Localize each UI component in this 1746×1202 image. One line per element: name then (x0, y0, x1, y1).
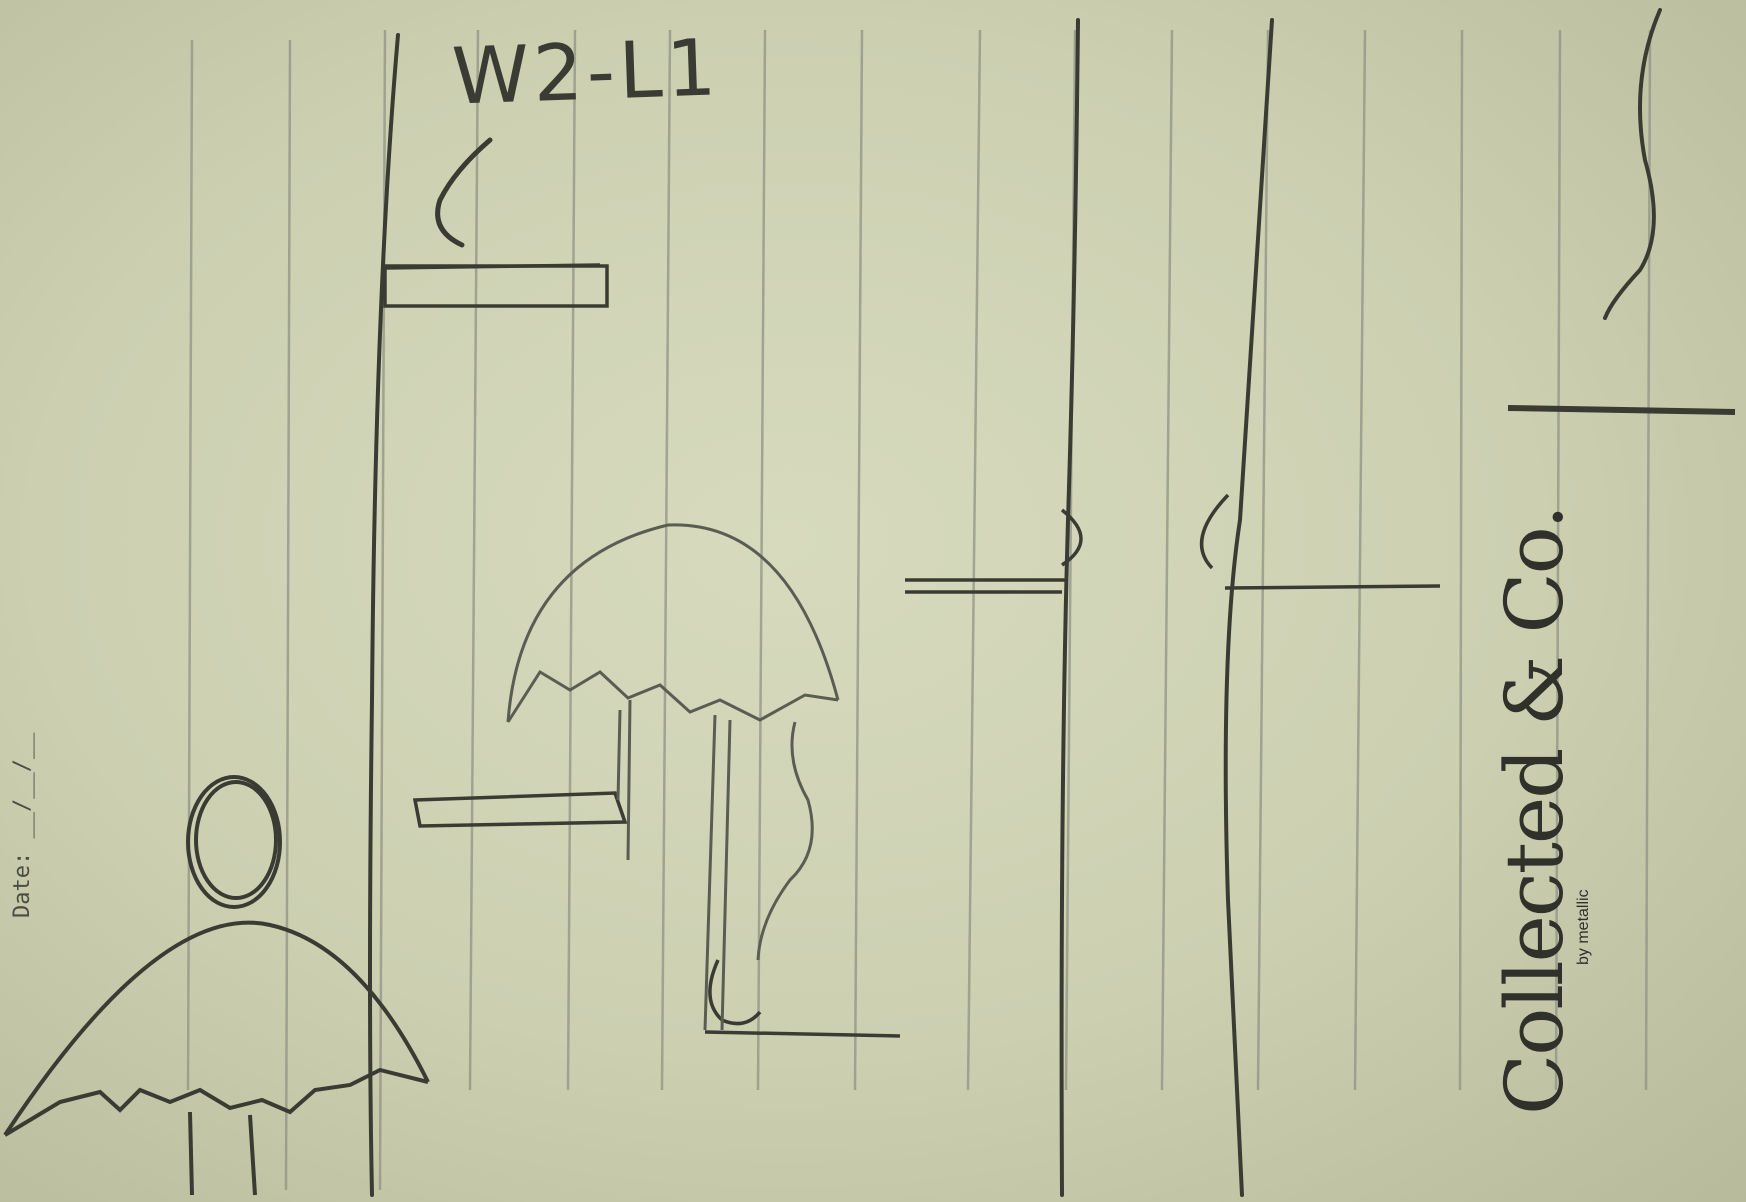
page-title: W2-L1 (450, 23, 722, 123)
date-label: Date: __/__/__ (10, 732, 35, 918)
hook-mark (435, 137, 493, 248)
brand-name: Collected & Co. (1488, 506, 1581, 1115)
umbrella-sketch (506, 523, 840, 1031)
character-sketch (3, 775, 430, 1196)
platforms (383, 263, 1736, 1038)
level-walls (368, 8, 1662, 1197)
ruled-lines (186, 29, 1652, 1191)
notebook-brand-logo: Collected & Co. by metallic (1488, 506, 1593, 1115)
